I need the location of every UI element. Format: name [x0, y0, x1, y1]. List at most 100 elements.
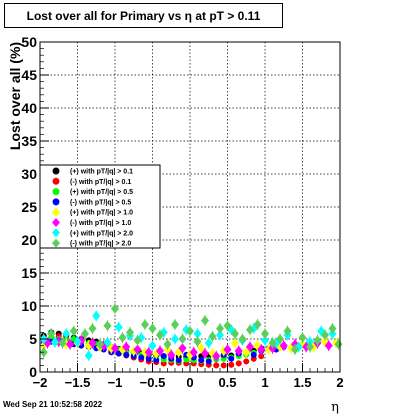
y-tick-label: 20: [21, 232, 37, 248]
data-point: [193, 336, 202, 347]
data-point: [228, 355, 235, 362]
y-tick-label: 10: [21, 298, 37, 314]
legend-marker: [52, 238, 60, 248]
x-tick-label: 2: [336, 375, 343, 390]
axis-labels: Lost over all (%) η: [7, 42, 339, 414]
data-point: [175, 357, 182, 364]
y-tick-label: 40: [21, 100, 37, 116]
data-point: [201, 315, 209, 326]
legend-label: (+) with pT/|q| > 1.0: [70, 210, 133, 217]
data-point: [276, 334, 284, 344]
data-point: [133, 335, 142, 346]
data-point: [231, 328, 239, 339]
data-point: [291, 344, 299, 355]
legend-label: (+) with pT/|q| > 2.0: [70, 230, 133, 237]
data-point: [243, 358, 250, 365]
x-tick-label: 0.5: [218, 375, 236, 390]
y-axis-label: Lost over all (%): [7, 42, 23, 150]
data-point: [118, 332, 127, 343]
data-point: [88, 337, 97, 348]
x-axis-label: η: [331, 400, 339, 414]
data-point: [88, 323, 97, 334]
data-point: [62, 328, 71, 339]
data-point: [208, 331, 217, 342]
data-point: [122, 341, 131, 352]
data-point: [223, 344, 232, 355]
x-tick-label: 0: [186, 375, 193, 390]
data-point: [178, 334, 187, 344]
data-point: [261, 335, 269, 346]
data-point: [183, 356, 190, 363]
x-tick-label: 1.5: [293, 375, 311, 390]
legend-marker: [52, 167, 60, 175]
data-point: [156, 345, 164, 356]
data-point: [258, 353, 265, 360]
data-point: [141, 319, 149, 330]
legend-marker: [52, 198, 60, 206]
y-tick-label: 30: [21, 166, 37, 182]
data-point: [189, 347, 198, 358]
legend-label: (-) with pT/|q| > 2.0: [70, 241, 131, 248]
legend-box: [39, 164, 161, 249]
data-point: [201, 348, 209, 359]
data-point: [111, 303, 119, 314]
data-point: [246, 341, 254, 352]
data-point: [167, 349, 176, 360]
data-point: [212, 351, 221, 362]
data-point: [238, 334, 247, 344]
data-point: [313, 335, 322, 346]
data-point: [213, 362, 220, 369]
data-point: [123, 351, 130, 358]
legend-marker: [52, 228, 60, 238]
data-point: [156, 330, 164, 341]
x-tick-label: −1: [108, 375, 123, 390]
data-point: [235, 360, 242, 367]
data-point: [186, 326, 194, 337]
data-point: [92, 310, 101, 321]
data-point: [321, 330, 329, 341]
legend-label: (-) with pT/|q| > 1.0: [70, 220, 131, 227]
data-point: [231, 337, 239, 348]
data-point: [148, 323, 157, 334]
data-point: [153, 357, 160, 364]
legend-label: (+) with pT/|q| > 0.1: [70, 169, 133, 176]
data-point: [103, 320, 112, 331]
data-point: [228, 361, 235, 368]
data-point: [148, 340, 157, 351]
y-tick-label: 35: [21, 133, 37, 149]
data-point: [58, 337, 67, 348]
data-point: [144, 347, 153, 358]
data-point: [306, 341, 314, 352]
legend-marker: [52, 177, 60, 185]
data-series: [39, 303, 343, 369]
y-tick-label: 0: [29, 364, 37, 380]
data-point: [73, 336, 82, 347]
data-point: [178, 343, 187, 354]
legend: (+) with pT/|q| > 0.1 (-) with pT/|q| > 0…: [39, 164, 161, 249]
x-tick-label: −1.5: [65, 375, 91, 390]
data-point: [246, 324, 254, 335]
data-point: [257, 344, 266, 355]
legend-label: (-) with pT/|q| > 0.5: [70, 199, 131, 206]
data-point: [250, 351, 257, 358]
series-7: [39, 303, 343, 358]
legend-marker: [52, 207, 60, 217]
legend-marker: [52, 188, 60, 196]
data-point: [115, 350, 122, 357]
y-tick-label: 15: [21, 265, 37, 281]
data-point: [81, 328, 89, 339]
y-tick-label: 5: [29, 331, 37, 347]
data-point: [205, 358, 212, 365]
chart-title: Lost over all for Primary vs η at pT > 0…: [4, 3, 283, 28]
data-point: [328, 323, 337, 334]
data-point: [145, 355, 152, 362]
data-point: [283, 326, 292, 337]
data-point: [171, 334, 179, 344]
data-point: [261, 328, 269, 339]
data-point: [204, 337, 213, 348]
data-point: [223, 320, 232, 331]
data-point: [133, 344, 142, 355]
data-point: [220, 362, 227, 369]
x-tick-label: −0.5: [140, 375, 166, 390]
